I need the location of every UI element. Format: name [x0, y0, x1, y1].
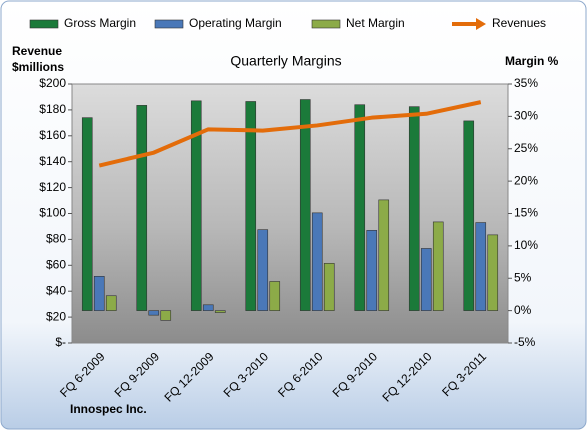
y2-tick-label: 5%	[514, 270, 532, 284]
legend-swatch	[476, 18, 486, 30]
line-series	[98, 100, 482, 168]
bar	[245, 101, 257, 311]
legend-swatch	[311, 19, 341, 29]
y-tick-label: $-	[55, 335, 66, 349]
bar	[257, 229, 269, 311]
y2-tick-label: 30%	[514, 109, 538, 123]
bar	[160, 310, 172, 321]
source: Innospec Inc.	[70, 402, 147, 416]
y2-axis-label: Margin %	[505, 54, 559, 68]
bar	[93, 276, 105, 311]
y2-tick-label: 20%	[514, 173, 538, 187]
y-tick-label: $20	[46, 309, 66, 323]
y-tick-label: $180	[39, 102, 66, 116]
bar	[136, 105, 148, 311]
bar	[420, 248, 432, 311]
legend-swatch	[154, 19, 184, 29]
y-tick-label: $120	[39, 180, 66, 194]
y-tick-label: $100	[39, 206, 66, 220]
y-tick-label: $160	[39, 128, 66, 142]
bar	[378, 199, 390, 311]
bar	[81, 117, 93, 311]
bar	[299, 99, 311, 311]
y-tick-label: $40	[46, 283, 66, 297]
y2-tick-label: 15%	[514, 206, 538, 220]
bar	[190, 100, 202, 311]
y-axis-label: $millions	[12, 60, 64, 74]
bar	[432, 221, 444, 311]
legend-label: Revenues	[492, 16, 546, 30]
y-axis-label: Revenue	[12, 44, 62, 58]
bar	[214, 310, 226, 313]
chart-title: Quarterly Margins	[230, 53, 341, 69]
bar	[202, 304, 214, 311]
y2-tick-label: 35%	[514, 76, 538, 90]
bar	[408, 106, 420, 311]
y-tick-label: $140	[39, 154, 66, 168]
legend-label: Operating Margin	[189, 16, 282, 30]
y2-tick-label: 10%	[514, 238, 538, 252]
bar	[463, 120, 475, 311]
bar	[354, 104, 366, 311]
bar	[311, 212, 323, 311]
bar	[148, 310, 160, 316]
y-tick-label: $60	[46, 257, 66, 271]
legend-label: Net Margin	[346, 16, 405, 30]
bar	[269, 281, 281, 311]
bar	[366, 230, 378, 311]
bar	[487, 234, 499, 311]
y2-tick-label: 25%	[514, 141, 538, 155]
bar	[323, 263, 335, 311]
y-tick-label: $80	[46, 232, 66, 246]
y-tick-label: $200	[39, 76, 66, 90]
bar	[475, 222, 487, 311]
legend-label: Gross Margin	[64, 16, 136, 30]
bar	[105, 295, 117, 311]
legend-swatch	[29, 19, 59, 29]
y2-tick-label: -5%	[514, 335, 536, 349]
y2-tick-label: 0%	[514, 303, 532, 317]
